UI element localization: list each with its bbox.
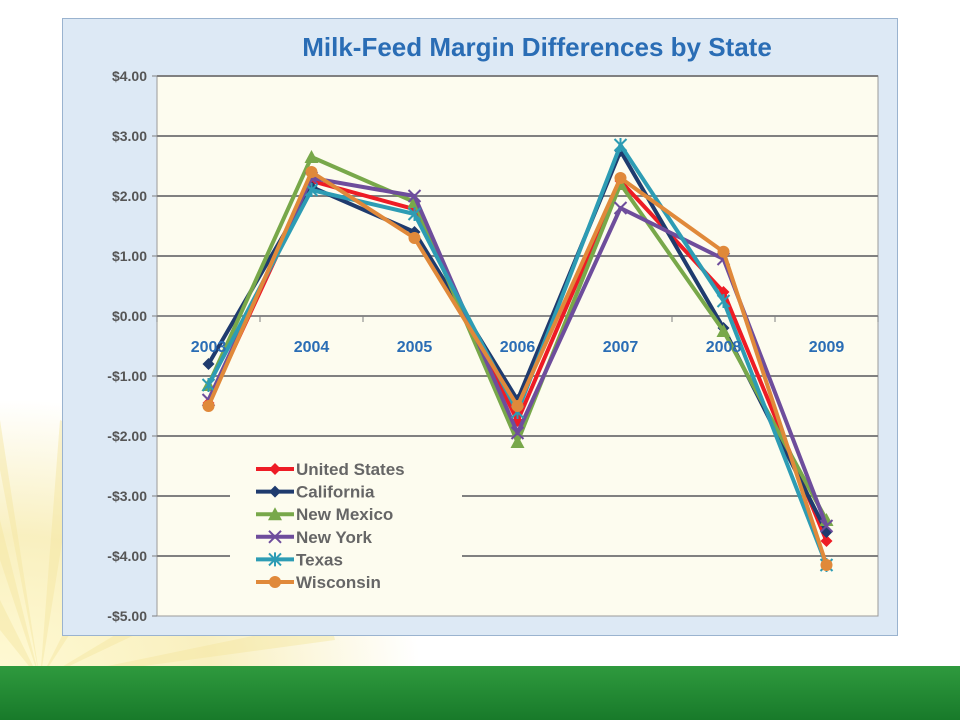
x-tick-label: 2003 (191, 339, 227, 356)
data-point (408, 232, 421, 244)
footer-bar (0, 666, 960, 720)
y-axis: $4.00 $3.00 $2.00 $1.00 $0.00 -$1.00 -$2.00 -$3… (107, 68, 147, 624)
data-point (407, 207, 422, 221)
data-point (819, 519, 834, 533)
data-point (511, 400, 524, 412)
data-point (269, 576, 281, 588)
line-chart: Milk-Feed Margin Differences by State $4… (107, 32, 879, 624)
y-tick-label: -$5.00 (107, 608, 147, 624)
legend-item: Wisconsin (256, 573, 381, 592)
legend-box (230, 450, 462, 600)
data-point (820, 559, 833, 571)
x-axis-labels: 2003 2004 2005 2006 2007 2008 2009 (191, 339, 845, 356)
legend-label: Wisconsin (296, 573, 381, 592)
data-point (614, 172, 627, 184)
data-point (510, 426, 525, 440)
data-point (268, 507, 282, 521)
y-tick-label: $2.00 (112, 188, 147, 204)
y-tick-label: -$3.00 (107, 488, 147, 504)
data-point (613, 201, 628, 215)
legend-item: New Mexico (256, 505, 393, 524)
data-point (268, 530, 282, 544)
data-point (201, 378, 216, 392)
data-point (305, 166, 318, 178)
data-point (202, 400, 215, 412)
data-point (407, 189, 422, 203)
data-point (716, 324, 731, 337)
data-point (717, 245, 730, 258)
legend-label: New Mexico (296, 505, 393, 524)
legend-item: United States (256, 460, 405, 479)
x-tick-label: 2005 (397, 339, 433, 356)
series-wisconsin (202, 166, 833, 571)
y-tick-label: $0.00 (112, 308, 147, 324)
series-lines (201, 138, 834, 572)
chart-title: Milk-Feed Margin Differences by State (302, 32, 772, 62)
x-tick-label: 2007 (603, 339, 639, 356)
legend-label: California (296, 483, 375, 502)
y-tick-label: -$1.00 (107, 368, 147, 384)
x-tick-label: 2006 (500, 339, 536, 356)
data-point (820, 535, 833, 547)
x-tick-label: 2008 (706, 339, 742, 356)
y-tick-label: -$4.00 (107, 548, 147, 564)
data-point (613, 138, 628, 152)
x-tick-label: 2004 (294, 339, 330, 356)
legend-item: New York (256, 528, 372, 547)
legend-label: United States (296, 460, 405, 479)
data-point (716, 294, 731, 308)
data-point (304, 150, 319, 163)
legend-item: California (256, 483, 375, 502)
x-tick-label: 2009 (809, 339, 845, 356)
data-point (268, 552, 282, 567)
y-tick-label: $4.00 (112, 68, 147, 84)
legend-item: Texas (256, 550, 343, 569)
data-point (510, 435, 525, 448)
data-point (202, 358, 215, 370)
y-tick-label: $1.00 (112, 248, 147, 264)
y-tick-label: $3.00 (112, 128, 147, 144)
legend-label: New York (296, 528, 372, 547)
data-point (269, 485, 281, 498)
legend: United States California New Mexico New Yor… (230, 450, 462, 600)
legend-label: Texas (296, 550, 343, 569)
data-point (269, 463, 281, 475)
y-tick-label: -$2.00 (107, 428, 147, 444)
